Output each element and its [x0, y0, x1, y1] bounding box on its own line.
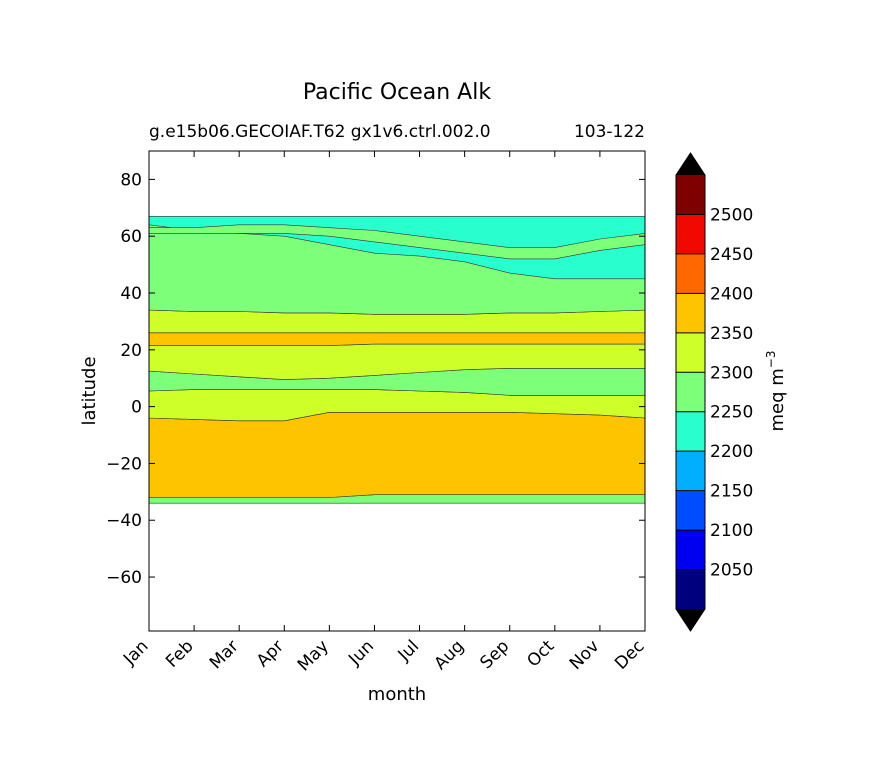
y-tick-label: −40 — [106, 511, 142, 531]
colorbar-label-exponent: −3 — [764, 351, 778, 369]
contour-band-2350-2400 — [149, 332, 645, 346]
y-tick-label: 60 — [120, 227, 142, 247]
x-tick-label: May — [294, 636, 333, 675]
x-tick-label: Oct — [523, 636, 558, 671]
colorbar-tick-label: 2250 — [710, 403, 753, 423]
x-tick-label: Aug — [431, 636, 469, 674]
x-axis-label: month — [368, 684, 426, 705]
chart-subtitle-right: 103-122 — [574, 122, 645, 142]
y-tick-label: 80 — [120, 170, 142, 190]
colorbar-segment — [676, 530, 705, 570]
y-tick-label: 0 — [131, 398, 142, 418]
x-tick-label: Dec — [611, 636, 648, 673]
x-tick-label: Feb — [162, 636, 197, 671]
y-tick-label: −60 — [106, 568, 142, 588]
colorbar-segment — [676, 451, 705, 491]
colorbar-segment — [676, 253, 705, 294]
y-axis-ticks: 80 60 40 20 0 −20 −40 −60 — [106, 170, 645, 588]
colorbar-tick-label: 2300 — [710, 363, 753, 383]
colorbar-segment — [676, 372, 705, 412]
colorbar-tick-label: 2450 — [710, 245, 753, 265]
colorbar-segment — [676, 332, 705, 373]
colorbar-tick-label: 2200 — [710, 442, 753, 462]
y-tick-label: 40 — [120, 284, 142, 304]
colorbar-label: meq m−3 — [764, 351, 788, 432]
colorbar-segment — [676, 175, 705, 215]
x-tick-label: Jul — [394, 636, 423, 665]
colorbar — [675, 152, 706, 632]
plot-frame — [148, 150, 646, 632]
colorbar-tick-label: 2500 — [710, 205, 753, 225]
contour-band-2350-2400 — [149, 412, 645, 498]
colorbar-tick-label: 2400 — [710, 284, 753, 304]
colorbar-tick-label: 2100 — [710, 521, 753, 541]
colorbar-outline — [675, 152, 706, 632]
colorbar-segment — [676, 569, 705, 609]
x-tick-label: Nov — [566, 636, 604, 674]
colorbar-segment — [676, 214, 705, 254]
colorbar-extend-min — [676, 609, 705, 631]
colorbar-tick-label: 2050 — [710, 561, 753, 581]
colorbar-tick-label: 2350 — [710, 324, 753, 344]
colorbar-ticks: 2050 2100 2150 2200 2250 2300 2350 2400 2450 2500 — [676, 205, 753, 581]
colorbar-segment — [676, 411, 705, 452]
contour-bands — [149, 216, 645, 504]
y-tick-label: 20 — [120, 341, 142, 361]
x-tick-label: Apr — [253, 636, 288, 671]
x-tick-label: Jun — [344, 636, 378, 670]
x-tick-label: Sep — [476, 636, 513, 673]
x-tick-label: Jan — [119, 636, 152, 669]
x-tick-label: Mar — [206, 636, 243, 673]
colorbar-tick-label: 2150 — [710, 482, 753, 502]
colorbar-segment — [676, 490, 705, 531]
y-axis-label: latitude — [79, 356, 100, 425]
colorbar-label-unit: meq m — [767, 368, 788, 431]
colorbar-extend-max — [676, 153, 705, 175]
contour-band-2250-2300 — [149, 224, 645, 260]
chart-subtitle-left: g.e15b06.GECOIAF.T62 gx1v6.ctrl.002.0 — [149, 122, 491, 142]
y-tick-label: −20 — [106, 454, 142, 474]
chart-title: Pacific Ocean Alk — [303, 80, 491, 105]
colorbar-segment — [676, 293, 705, 333]
